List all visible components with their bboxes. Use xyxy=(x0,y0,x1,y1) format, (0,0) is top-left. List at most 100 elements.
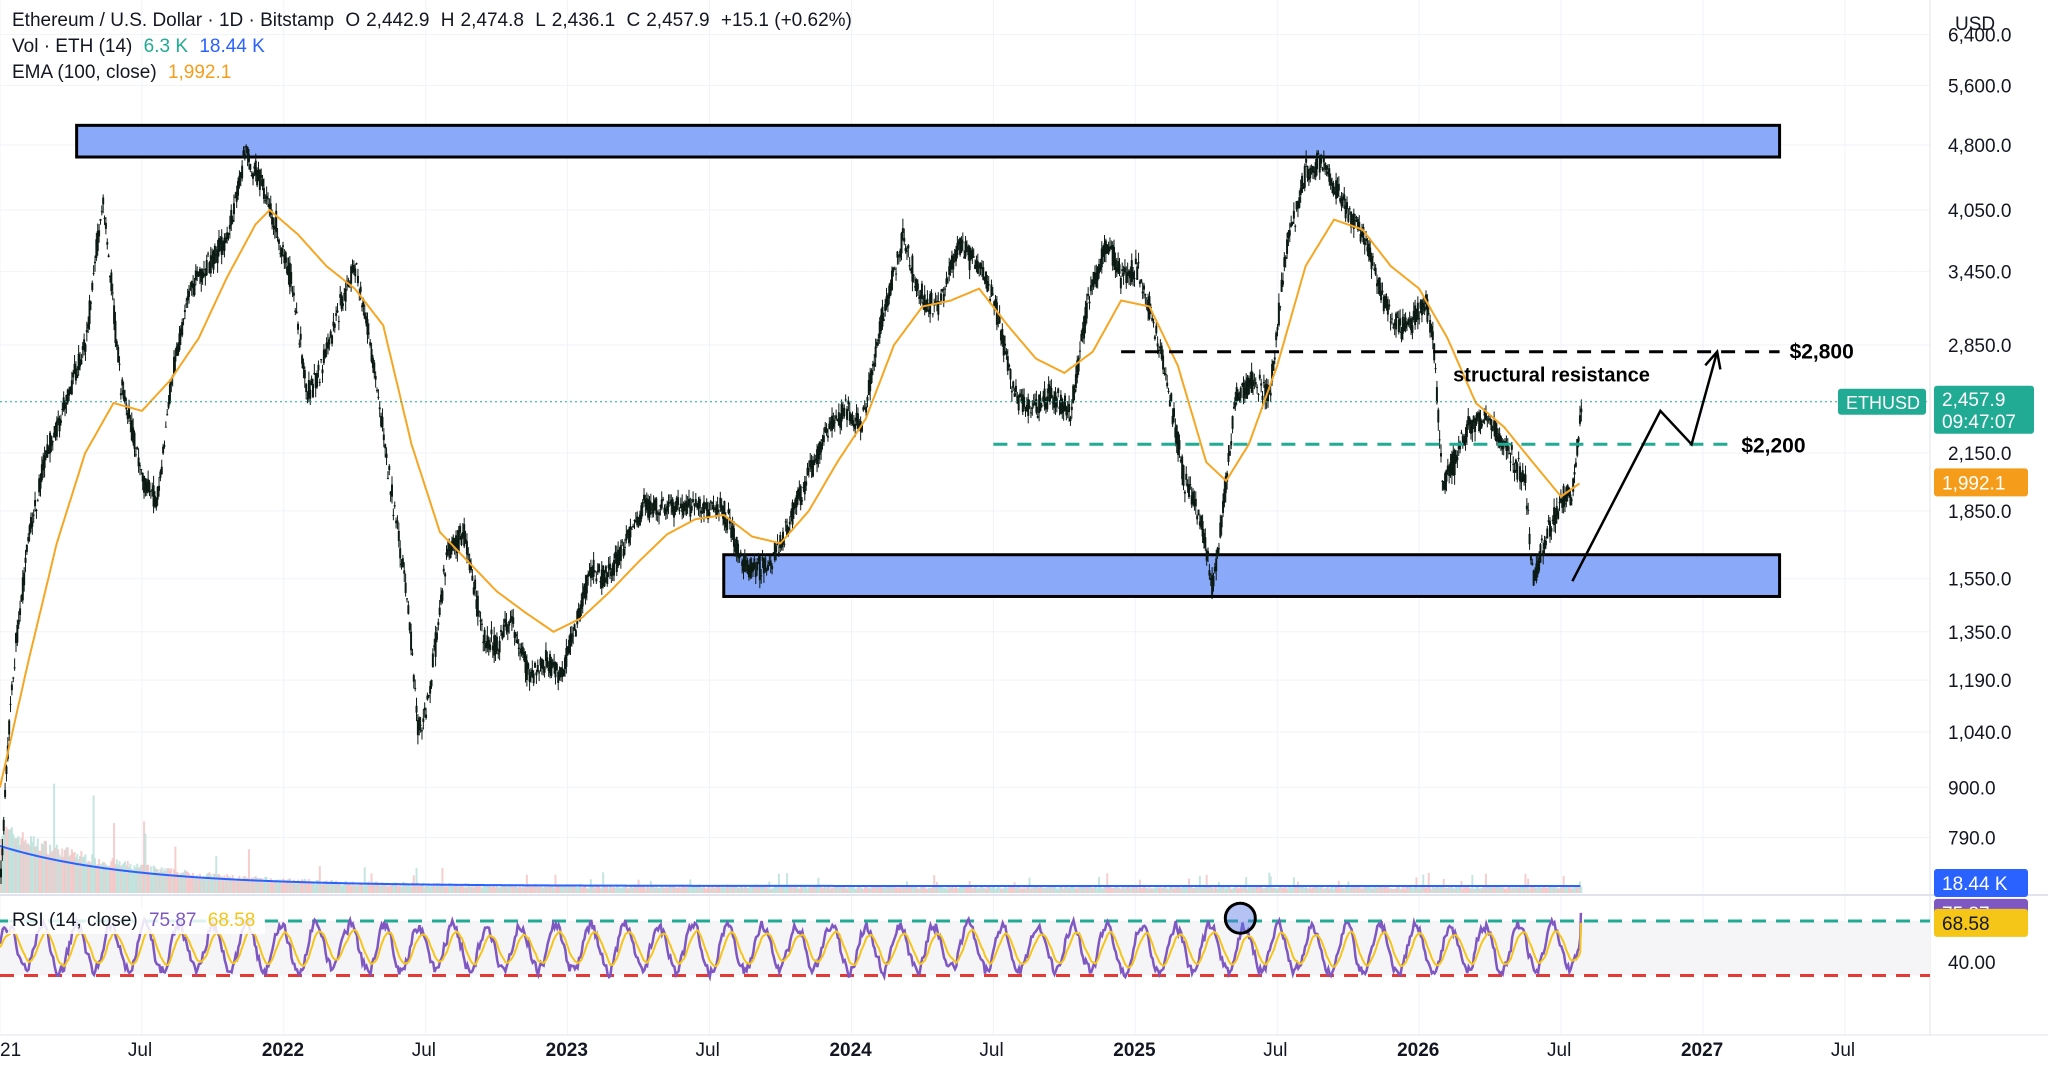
volume-bar xyxy=(337,881,340,893)
volume-bar xyxy=(971,888,974,893)
candle-body xyxy=(858,424,861,426)
volume-bar xyxy=(27,843,30,893)
volume-bar xyxy=(1344,887,1347,893)
candle-body xyxy=(268,203,271,209)
candle-body xyxy=(475,599,478,609)
volume-bar xyxy=(752,885,755,893)
volume-bar xyxy=(1204,885,1207,893)
candle-body xyxy=(1281,280,1284,285)
volume-bar xyxy=(734,885,737,893)
volume-bar xyxy=(212,873,215,893)
candle-body xyxy=(1419,301,1422,309)
volume-bar xyxy=(572,884,575,893)
volume-bar xyxy=(1529,886,1532,893)
volume-bar xyxy=(978,888,981,893)
candle-body xyxy=(1401,316,1404,334)
volume-bar xyxy=(897,888,900,893)
volume-bar xyxy=(946,888,949,893)
volume-bar xyxy=(1453,888,1456,893)
volume-bar xyxy=(965,886,968,893)
volume-bar xyxy=(1140,887,1143,893)
candle-body xyxy=(506,625,509,633)
volume-bar xyxy=(1034,886,1037,893)
candle-body xyxy=(1010,391,1013,393)
candle-body xyxy=(403,570,406,574)
volume-bar xyxy=(1010,886,1013,893)
forecast-arrow[interactable] xyxy=(1571,351,1719,582)
volume-bar xyxy=(1486,885,1489,893)
candle-body xyxy=(1175,425,1178,445)
volume-bar xyxy=(194,877,197,893)
volume-bar xyxy=(1423,886,1426,893)
candle-body xyxy=(1396,317,1399,319)
candle-body xyxy=(1494,421,1497,440)
candle-body xyxy=(1578,415,1581,424)
candle-body xyxy=(117,346,120,363)
candle-body xyxy=(138,465,141,467)
candle-body xyxy=(92,272,95,274)
support-zone[interactable] xyxy=(722,553,1782,598)
volume-bar xyxy=(1168,886,1171,893)
volume-bar xyxy=(1265,887,1268,893)
symbol-title[interactable]: Ethereum / U.S. Dollar · 1D · Bitstamp xyxy=(12,10,335,31)
volume-bar xyxy=(851,885,854,893)
volume-label[interactable]: Vol · ETH (14) xyxy=(12,36,133,57)
volume-bar xyxy=(1081,884,1084,893)
volume-bar xyxy=(940,886,943,893)
candle-body xyxy=(29,517,32,529)
candle-body xyxy=(916,283,919,290)
candle-body xyxy=(520,648,523,654)
candle-body xyxy=(250,174,253,176)
candle-body xyxy=(431,653,434,668)
candle-body xyxy=(968,246,971,271)
currency-label[interactable]: USD xyxy=(1955,14,1995,35)
resistance-zone[interactable] xyxy=(75,123,1782,159)
candle-body xyxy=(828,423,831,429)
volume-bar xyxy=(59,856,62,893)
volume-bar xyxy=(138,866,141,893)
volume-bar xyxy=(94,858,97,893)
volume-bar xyxy=(1360,888,1363,893)
volume-bar xyxy=(111,857,114,893)
candle-body xyxy=(1183,491,1186,494)
rsi-label[interactable]: RSI (14, close) xyxy=(12,910,138,931)
candle-body xyxy=(155,498,158,508)
candle-body xyxy=(257,171,260,178)
volume-bar xyxy=(1290,887,1293,893)
candle-body xyxy=(1318,157,1321,173)
volume-bar xyxy=(1014,887,1017,893)
volume-bar xyxy=(1178,886,1181,893)
ema-label[interactable]: EMA (100, close) xyxy=(12,62,157,83)
volume-bar xyxy=(405,884,408,893)
volume-bar xyxy=(1283,885,1286,893)
candle-body xyxy=(1222,500,1225,513)
volume-bar xyxy=(640,885,643,893)
candle-body xyxy=(468,559,471,571)
volume-bar xyxy=(216,874,219,893)
volume-bar xyxy=(1474,888,1477,893)
candle-body xyxy=(486,635,489,648)
volume-bar xyxy=(247,849,250,893)
candle-body xyxy=(1102,246,1105,257)
candle-body xyxy=(1555,506,1558,517)
candle-body xyxy=(707,509,710,520)
candle-body xyxy=(1414,305,1417,326)
price-axis[interactable]: USD6,400.05,600.04,800.04,050.03,450.02,… xyxy=(1838,14,2034,974)
volume-bar xyxy=(257,877,260,893)
candle-body xyxy=(256,169,259,186)
volume-bar xyxy=(821,888,824,893)
volume-bar xyxy=(1506,886,1509,893)
volume-bar xyxy=(741,885,744,893)
candle-body xyxy=(1486,420,1489,422)
volume-bar xyxy=(1367,886,1370,893)
candle-body xyxy=(596,570,599,573)
time-axis[interactable]: 21 Jul 2022 Jul 2023 Jul 2024 Jul 2025 Jul 2026 Jul… xyxy=(0,1040,1855,1061)
candle-body xyxy=(34,499,37,507)
volume-bar xyxy=(359,882,362,893)
volume-bar xyxy=(1162,887,1165,893)
volume-bar xyxy=(2,834,5,893)
candle-body xyxy=(1182,465,1185,486)
candle-body xyxy=(1228,450,1231,456)
candle-body xyxy=(1098,263,1101,274)
